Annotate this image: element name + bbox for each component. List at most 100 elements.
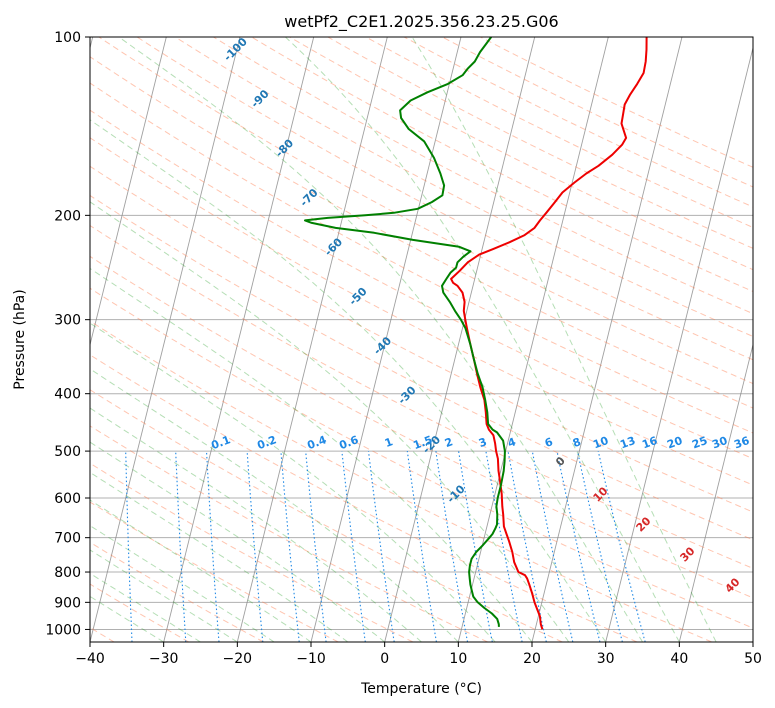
mixing-ratio-line [458,451,493,642]
mixing-ratio-line [246,451,264,642]
y-tick-label: 900 [54,595,81,611]
dry-adiabat-label: -30 [395,383,418,406]
mixing-ratio-line [576,450,623,642]
mixing-ratio-label: 16 [640,434,659,452]
dry-adiabat-line [90,389,563,642]
dry-adiabat-line [90,462,414,642]
isotherm-line [90,37,167,347]
mixing-ratio-line [280,451,300,642]
axes: −40 −30 −20 −10 0 10 20 30 40 5010020030040050060… [45,30,762,667]
mixing-ratio-label: 0.4 [305,433,328,452]
isotherm-line [384,37,536,642]
isotherm-line [605,46,753,642]
x-tick-label: −40 [75,651,105,667]
dry-adiabat-line [136,37,753,361]
mixing-ratio-line [531,450,574,642]
x-tick-label: 0 [380,651,389,667]
dry-adiabat-line [90,165,753,513]
dry-adiabat-line [90,541,264,642]
x-tick-label: −10 [296,651,326,667]
dry-adiabat-line [90,320,712,642]
moist-adiabat-label: 10 [591,484,611,504]
moist-adiabat-line [118,37,643,642]
mixing-ratio-label: 20 [665,434,684,452]
x-tick-label: −30 [149,651,179,667]
dry-adiabat-line [289,37,753,271]
dry-adiabat-label: -40 [371,334,394,357]
mixing-ratio-line [175,451,187,642]
moist-adiabat-line [90,595,164,642]
isotherm-line [678,342,753,642]
mixing-ratio-line [341,451,366,642]
dry-adiabat-line [480,37,753,168]
dry-adiabat-line [365,37,753,229]
mixing-ratio-label: 36 [732,434,751,452]
mixing-ratio-line [205,451,220,642]
mixing-ratio-line [485,451,523,642]
moist-adiabat-line [411,37,717,642]
isotherm-line [531,37,683,642]
mixing-ratio-label: 6 [543,435,555,450]
isotherm-line [90,37,241,642]
dewpoint-profile [304,37,506,627]
mixing-ratio-label: 2 [443,435,455,450]
x-axis-label: Temperature (°C) [360,681,482,697]
y-tick-label: 200 [54,208,81,224]
mixing-ratio-label: 0.6 [337,433,360,452]
x-tick-label: −20 [223,651,253,667]
y-tick-label: 1000 [45,622,81,638]
dry-adiabat-line [174,37,753,338]
y-tick-label: 700 [54,531,81,547]
mixing-ratio-label: 0.2 [255,433,278,452]
y-tick-label: 600 [54,491,81,507]
mixing-ratio-line [507,450,547,642]
dry-adiabat-line [442,37,753,188]
dry-adiabat-label: -70 [297,186,320,209]
mixing-ratio-line [367,451,395,642]
mixing-ratio-label: 13 [618,434,637,451]
dry-adiabat-line [90,287,753,629]
mixing-ratio-line [406,451,437,642]
mixing-ratio-label: 1.5 [411,433,434,452]
mixing-ratio-line [597,450,646,642]
dry-adiabat-line [90,194,753,541]
mixing-ratio-label: 3 [477,435,489,450]
dry-adiabat-line [90,137,753,486]
dry-adiabat-line [90,354,638,642]
y-tick-label: 800 [54,565,81,581]
mixing-ratio-label: 0.1 [209,433,232,452]
moist-adiabat-line [90,471,349,642]
moist-adiabat-line [90,201,570,642]
mixing-ratio-line [305,451,327,642]
dry-adiabat-label: -100 [221,35,250,64]
moist-adiabat-line [90,119,607,642]
isotherm-line [163,37,315,642]
isotherm-line [236,37,388,642]
isotherm-line [457,37,609,642]
moist-adiabat-line [90,499,312,642]
dry-adiabat-line [98,37,753,385]
y-tick-label: 300 [54,313,81,329]
plot-frame [89,36,754,643]
dry-adiabat-line [251,37,753,293]
x-tick-label: 10 [449,651,467,667]
mixing-ratio-label: 1 [383,435,395,450]
moist-adiabat-line [90,407,422,642]
isotherm-line [310,37,462,642]
dry-adiabat-line [90,255,753,599]
mixing-ratio-label: 4 [506,435,518,450]
mixing-ratio-line [556,450,601,642]
moist-adiabat-line [90,322,496,642]
y-tick-label: 400 [54,387,81,403]
dry-adiabat-line [90,82,753,434]
dry-adiabat-label: -60 [322,235,345,258]
dry-adiabat-line [90,224,753,569]
dry-adiabat-label: -10 [444,482,467,505]
temperature-profile [450,37,648,630]
moist-adiabat-label: 30 [678,544,698,564]
moist-adiabat-line [285,37,680,642]
dry-adiabat-line [90,56,753,409]
y-axis-label: Pressure (hPa) [12,289,28,389]
dry-adiabat-line [327,37,753,249]
